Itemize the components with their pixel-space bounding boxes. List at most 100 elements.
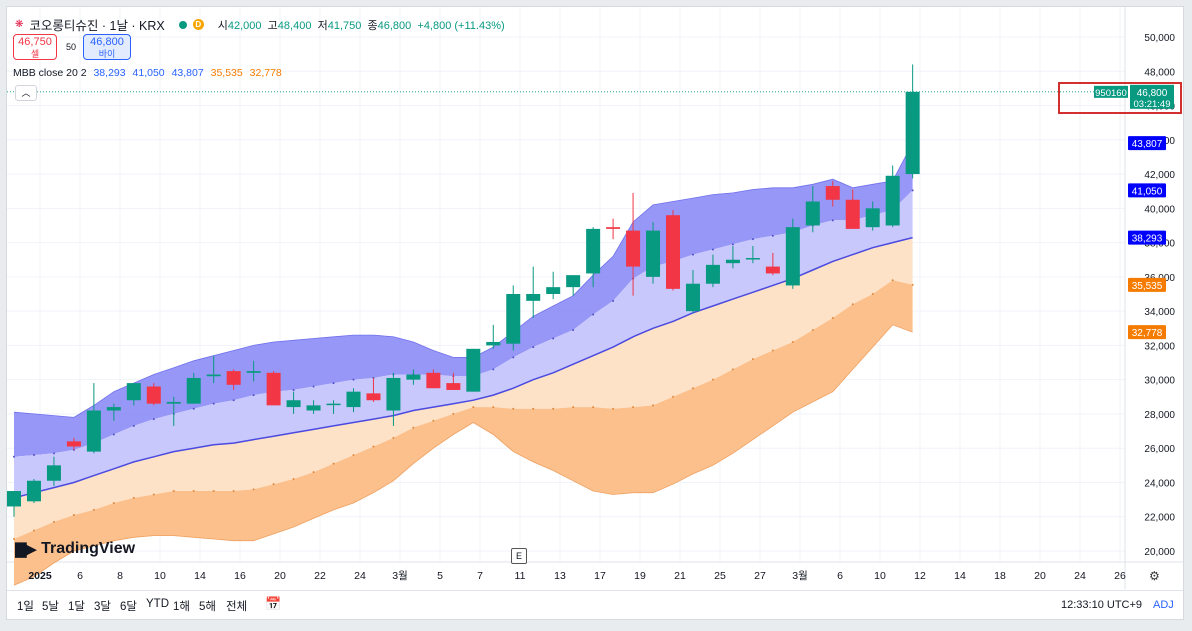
candle-body [86,410,101,452]
timeframe-button[interactable]: 1일 [17,601,34,613]
lower-inner-dot [612,407,615,410]
candle-body [386,377,401,411]
indicator-price-label: 38,293 [1132,234,1163,245]
last-price-label: 46,800 [1137,88,1168,99]
timeframe-button[interactable]: 1달 [68,601,85,613]
time-tick-label: 14 [954,570,966,582]
timeframe-button[interactable]: 5날 [42,601,59,613]
buy-price: 46,800 [90,36,124,48]
chart-frame: 50,00048,00046,00044,00042,00040,00038,0… [6,6,1184,620]
upper-inner-dot [13,455,15,458]
candle-body [785,227,800,286]
events-badge[interactable]: E [511,548,527,564]
sell-button[interactable]: 46,750 셀 [13,34,57,60]
chevron-up-icon[interactable]: ︿ [15,85,37,101]
lower-inner-dot [472,406,475,409]
lower-inner-dot [851,303,854,306]
indicator-price-tag [1128,136,1166,151]
timeframe-button[interactable]: YTD [146,598,169,610]
indicator-value-4: 35,535 [210,67,243,79]
lower-inner-dot [751,358,754,361]
lower-inner-dot [572,406,575,409]
time-tick-label: 2025 [28,570,52,582]
time-tick-label: 17 [594,570,606,582]
candle-body [526,294,541,301]
candle-body [486,341,501,346]
time-tick-label: 18 [994,570,1006,582]
lower-inner-dot [771,349,774,352]
upper-inner-dot [252,394,255,397]
candle-body [126,383,141,401]
time-tick-label: 20 [274,570,286,582]
lower-inner-dot [372,445,375,448]
price-tick-label: 34,000 [1144,307,1175,318]
lower-inner-dot [532,407,535,410]
indicator-value-1: 38,293 [93,67,126,79]
lower-inner-dot [392,436,395,439]
candle-body [206,374,221,377]
lower-inner-dot [152,493,155,496]
lower-inner-dot [891,279,894,282]
lower-inner-dot [172,490,175,493]
indicator-price-tag [1128,277,1166,292]
sell-price: 46,750 [18,36,52,48]
time-tick-label: 19 [634,570,646,582]
lower-inner-dot [791,340,794,343]
upper-inner-dot [192,407,195,410]
timeframe-button[interactable]: 5해 [199,601,216,613]
indicator-legend[interactable]: MBB close 20 2 38,293 41,050 43,807 35,5… [13,67,282,79]
time-tick-label: 14 [194,570,206,582]
middle-band-line [13,236,913,499]
candle-body [426,372,441,389]
bottom-toolbar: 1일 5날 1달 3달 6달 YTD 1해 5해 전체 📅 12:33:10 UTC+9 ADJ [7,590,1183,619]
upper-inner-dot [572,328,575,331]
time-tick-label: 26 [1114,570,1126,582]
indicator-price-label: 41,050 [1132,186,1163,197]
time-tick-label: 7 [477,570,483,582]
timeframe-button[interactable]: 3달 [94,601,111,613]
calendar-range-icon[interactable]: 📅 [265,596,282,611]
lower-inner-dot [432,419,435,422]
price-tick-label: 32,000 [1144,341,1175,352]
bollinger-bands [13,142,914,586]
upper-inner-dot [731,243,734,246]
candle-body [805,201,820,226]
price-tick-label: 20,000 [1144,547,1175,558]
adj-toggle[interactable]: ADJ [1153,599,1174,611]
symbol-title[interactable]: 코오롱티슈진 · 1날 · KRX [29,19,165,33]
price-tick-label: 22,000 [1144,513,1175,524]
lower-inner-dot [492,406,495,409]
upper-inner-dot [751,238,754,241]
gear-icon[interactable]: ⚙ [1149,569,1160,583]
timeframe-button[interactable]: 전체 [226,601,248,613]
lower-inner-dot [132,496,135,499]
chart-canvas[interactable]: 50,00048,00046,00044,00042,00040,00038,0… [7,7,1183,619]
timeframe-button[interactable]: 1해 [173,601,190,613]
candle-body [845,199,860,229]
candle-body [586,228,601,274]
candle-body [506,294,521,344]
lower-inner-dot [52,520,55,523]
timeframe-button[interactable]: 6달 [120,601,137,613]
band-upper-inner-fill [14,190,913,498]
candle-body [326,403,341,406]
candle-body [106,407,121,411]
symbol-code-label: 950160 [1095,88,1127,99]
candle-body [546,287,561,294]
indicator-price-tag [1128,230,1166,245]
time-tick-label: 6 [77,570,83,582]
tradingview-logo[interactable]: ▇▶ TradingView [15,540,135,558]
symbol-code-tag [1094,85,1128,98]
spread-value: 50 [66,42,77,52]
upper-inner-dot [292,388,295,391]
lower-inner-dot [711,378,714,381]
candle-body [66,441,81,447]
lower-inner-dot [92,508,95,511]
buy-button[interactable]: 46,800 바이 [83,34,131,60]
clock-time[interactable]: 12:33:10 UTC+9 [1061,599,1143,611]
band-lower-fill [14,280,913,586]
time-tick-label: 24 [354,570,366,582]
upper-inner-dot [711,248,714,251]
lower-inner-dot [252,488,255,491]
symbol-header[interactable]: ❋ 코오롱티슈진 · 1날 · KRX D 시42,000 고48,400 저4… [15,15,505,34]
